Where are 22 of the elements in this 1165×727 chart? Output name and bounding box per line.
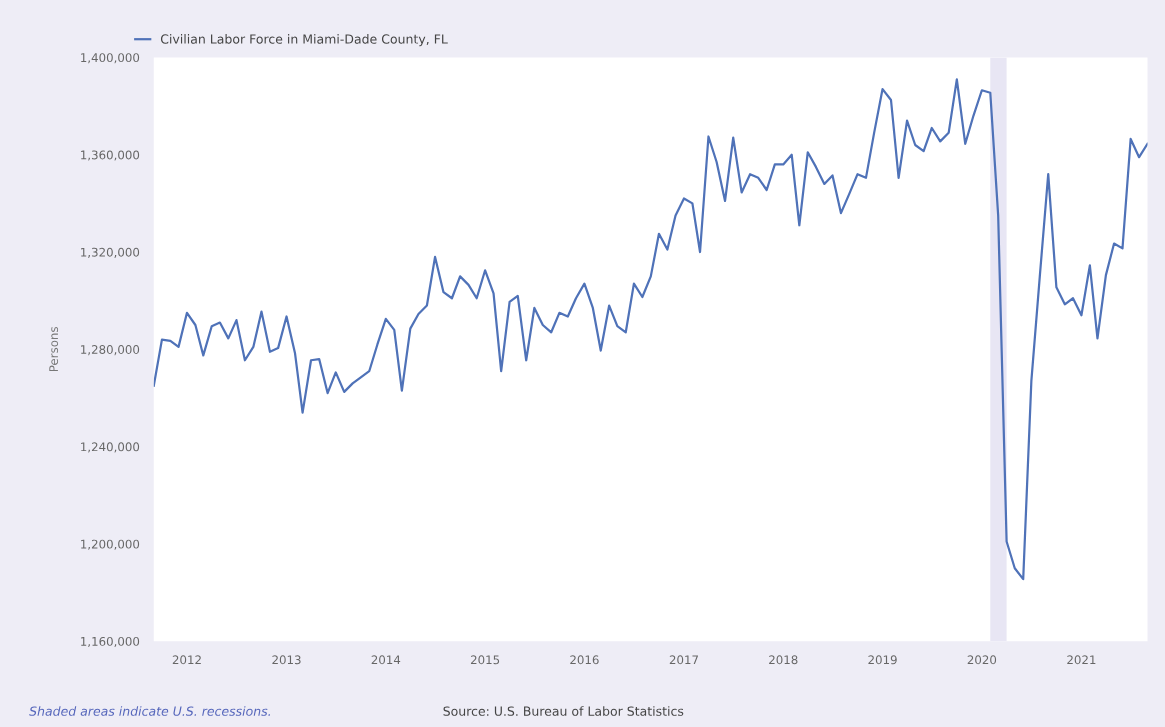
x-tick-label: 2013 [272,655,301,665]
x-tick-label: 2017 [669,655,698,665]
x-tick-label: 2019 [868,655,897,665]
y-axis-title: Persons [49,326,59,372]
x-tick-label: 2015 [470,655,500,665]
x-tick-label: 2020 [967,655,997,665]
x-tick-label: 2018 [769,655,798,665]
line-series [153,78,1148,581]
x-tick-label: 2012 [172,655,201,665]
y-tick-label: 1,160,000 [81,636,140,648]
y-tick-label: 1,200,000 [81,539,140,550]
y-tick-label: 1,280,000 [81,345,140,356]
text: Shaded areas indicate U.S. recessions. [29,706,270,716]
x-tick-label: 2016 [570,655,599,665]
y-tick-label: 1,360,000 [81,150,140,161]
legend-label: Civilian Labor Force in Miami-Dade County, FL [160,34,448,47]
y-tick-label: 1,400,000 [81,53,140,64]
source-note: Source: U.S. Bureau of Labor Statistics [443,706,684,716]
y-tick-label: 1,240,000 [81,442,140,453]
x-tick-label: 2014 [371,655,401,665]
x-tick-label: 2021 [1067,655,1096,665]
y-tick-label: 1,320,000 [81,247,140,258]
